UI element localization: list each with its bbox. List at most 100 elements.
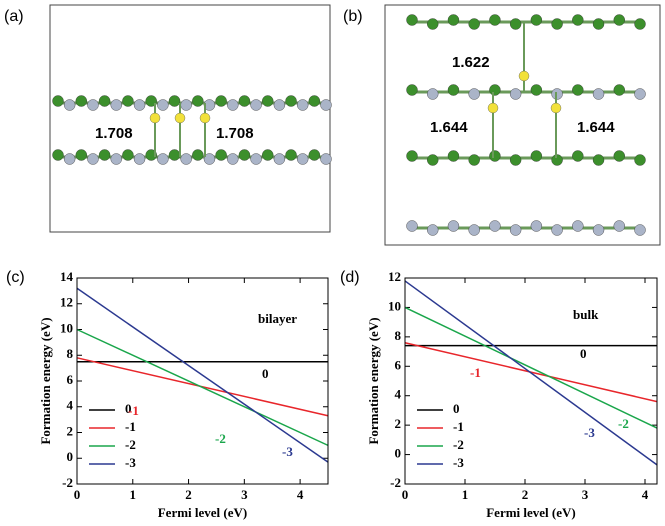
- atom: [531, 15, 542, 26]
- atom: [169, 150, 180, 161]
- atom: [572, 15, 583, 26]
- atom: [111, 100, 122, 111]
- x-axis-label: Fermi level (eV): [158, 505, 248, 520]
- line-label: 0: [580, 346, 587, 361]
- atom: [157, 100, 168, 111]
- atom: [510, 155, 521, 166]
- x-tick-label: 4: [297, 487, 304, 502]
- y-tick-label: 6: [395, 357, 402, 372]
- atom: [251, 154, 262, 165]
- atom: [169, 96, 180, 107]
- atom: [297, 154, 308, 165]
- y-tick-label: 0: [67, 449, 74, 464]
- atom: [572, 85, 583, 96]
- atom: [635, 89, 646, 100]
- line: [405, 281, 657, 465]
- legend-label: -3: [453, 455, 464, 470]
- atom: [286, 96, 297, 107]
- atom: [274, 100, 285, 111]
- bond-length: 1.708: [216, 125, 254, 142]
- atom: [552, 19, 563, 30]
- atom: [488, 103, 498, 113]
- line-label: -3: [584, 425, 595, 440]
- y-axis-label: Formation energy (eV): [38, 317, 53, 444]
- atom: [593, 89, 604, 100]
- legend-label: -2: [125, 437, 136, 452]
- atom: [150, 113, 160, 123]
- atom: [53, 96, 64, 107]
- atom: [469, 89, 480, 100]
- x-axis-label: Fermi level (eV): [486, 505, 576, 520]
- x-tick-label: 3: [582, 487, 589, 502]
- atom: [227, 100, 238, 111]
- atom: [122, 96, 133, 107]
- atom: [122, 150, 133, 161]
- atom: [489, 151, 500, 162]
- y-tick-label: 12: [388, 269, 401, 284]
- line-label: -1: [128, 403, 139, 418]
- atom: [157, 154, 168, 165]
- atom: [489, 85, 500, 96]
- x-tick-label: 1: [130, 487, 137, 502]
- atom: [192, 96, 203, 107]
- atom: [427, 89, 438, 100]
- atom: [635, 155, 646, 166]
- atom: [309, 150, 320, 161]
- atom: [64, 154, 75, 165]
- atom: [53, 150, 64, 161]
- atom: [134, 100, 145, 111]
- atom: [614, 151, 625, 162]
- atom: [448, 85, 459, 96]
- atom: [251, 100, 262, 111]
- atom: [427, 19, 438, 30]
- atom: [531, 221, 542, 232]
- atom: [572, 221, 583, 232]
- atom: [469, 225, 480, 236]
- legend-label: -1: [453, 419, 464, 434]
- annotation: bulk: [573, 307, 599, 322]
- atom: [239, 150, 250, 161]
- atom: [427, 225, 438, 236]
- y-tick-label: 8: [395, 328, 402, 343]
- atom: [552, 155, 563, 166]
- x-tick-label: 2: [522, 487, 529, 502]
- panel-frame: [385, 5, 660, 245]
- atom: [614, 221, 625, 232]
- atom: [448, 221, 459, 232]
- atom: [134, 154, 145, 165]
- atom: [181, 100, 192, 111]
- y-tick-label: 4: [395, 387, 402, 402]
- atom: [227, 154, 238, 165]
- y-tick-label: 8: [67, 346, 74, 361]
- panel-frame: [50, 5, 330, 232]
- legend-label: -3: [125, 455, 136, 470]
- atom: [448, 151, 459, 162]
- atom: [216, 150, 227, 161]
- atom: [427, 155, 438, 166]
- annotation: bilayer: [258, 311, 297, 326]
- y-tick-label: 2: [67, 423, 74, 438]
- x-tick-label: 2: [185, 487, 192, 502]
- bond-length: 1.622: [452, 54, 490, 71]
- atom: [593, 19, 604, 30]
- atom: [76, 150, 87, 161]
- atom: [87, 100, 98, 111]
- atom: [531, 151, 542, 162]
- atom: [593, 155, 604, 166]
- legend-label: -2: [453, 437, 464, 452]
- atom: [593, 225, 604, 236]
- atom: [489, 221, 500, 232]
- atom: [510, 19, 521, 30]
- y-tick-label: 0: [395, 446, 402, 461]
- x-tick-label: 3: [241, 487, 248, 502]
- atom: [407, 151, 418, 162]
- atom: [286, 150, 297, 161]
- atom-structures: [53, 15, 646, 236]
- x-tick-label: 4: [642, 487, 649, 502]
- atom: [99, 96, 110, 107]
- legend-label: 0: [453, 401, 460, 416]
- atom: [321, 154, 332, 165]
- line-label: -2: [618, 416, 629, 431]
- atom: [572, 151, 583, 162]
- atom: [469, 155, 480, 166]
